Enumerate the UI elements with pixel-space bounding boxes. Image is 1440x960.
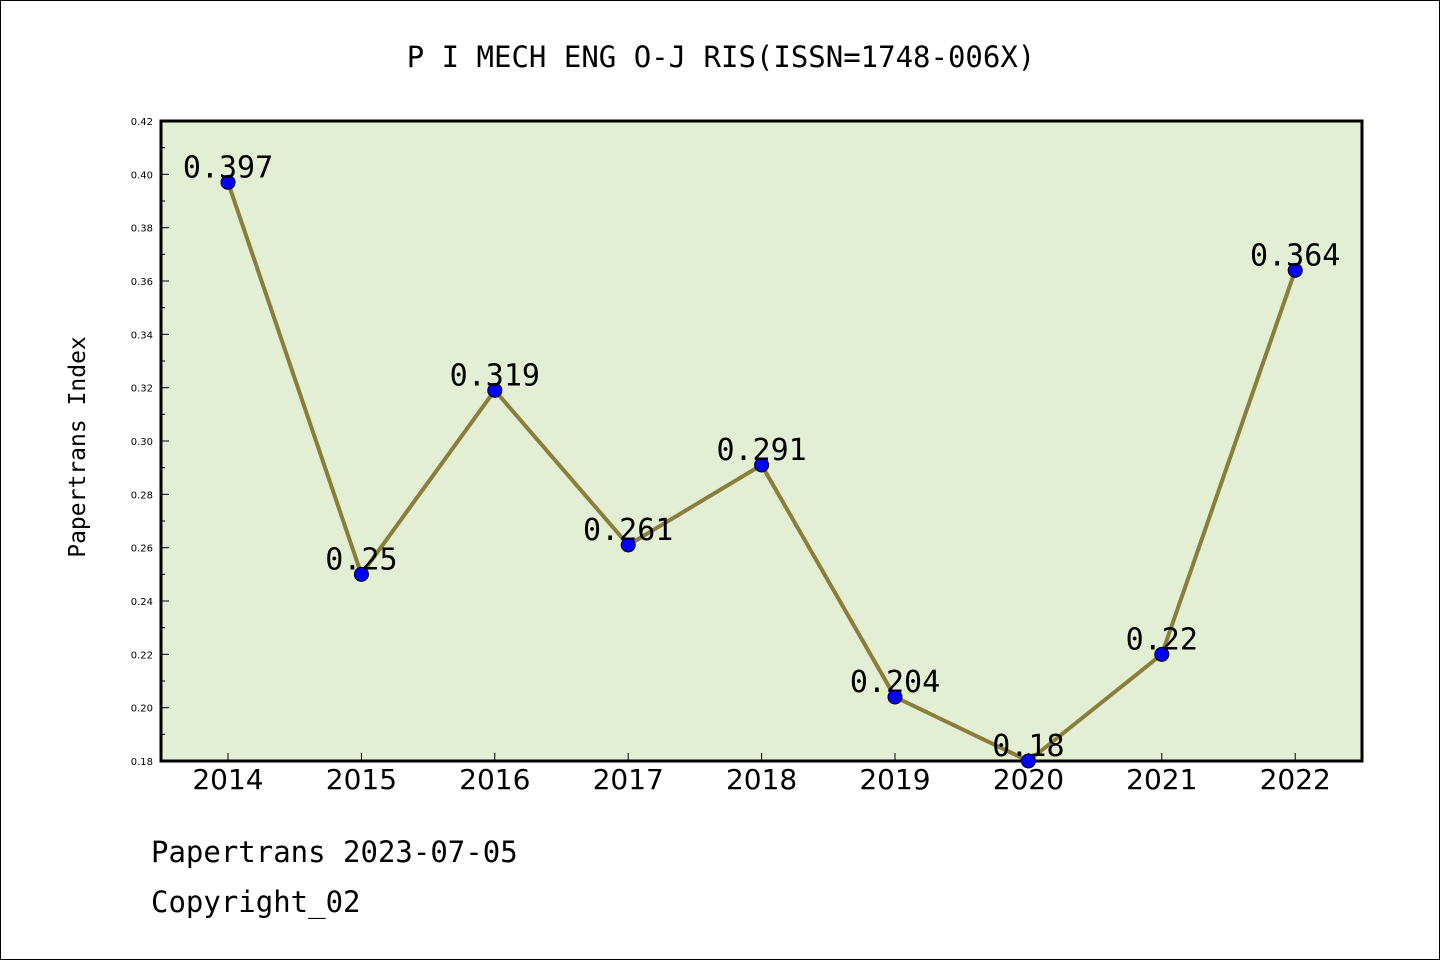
x-tick-label: 2015	[326, 763, 397, 796]
footer-date-text: Papertrans 2023-07-05	[151, 835, 518, 869]
data-label: 0.22	[1126, 622, 1198, 657]
data-label: 0.364	[1250, 238, 1340, 273]
data-label: 0.204	[850, 665, 940, 700]
y-axis-label: Papertrans Index	[65, 336, 91, 558]
data-label: 0.319	[450, 358, 540, 393]
x-tick-label: 2019	[859, 763, 930, 796]
x-tick-label: 2022	[1260, 763, 1331, 796]
chart-title: P I MECH ENG O-J RIS(ISSN=1748-006X)	[407, 40, 1036, 74]
data-point-marker	[620, 537, 636, 553]
x-tick-label: 2021	[1126, 763, 1197, 796]
series-layer: 0.397 0.25 0.319 0.261 0.291 0.204 0.18 0.22 0.3…	[183, 150, 1340, 769]
footer-copyright-text: Copyright_02	[151, 885, 361, 919]
data-point-marker	[887, 689, 903, 705]
data-label: 0.18	[992, 729, 1064, 764]
x-tick-label: 2016	[459, 763, 530, 796]
x-axis: 2014 2015 2016 2017 2018 2019 2020 2021 2022	[192, 753, 1331, 796]
y-tick-label: 0.24	[131, 597, 153, 608]
data-point-marker	[1020, 753, 1036, 769]
data-label: 0.261	[583, 513, 673, 548]
y-tick-label: 0.40	[131, 170, 153, 181]
y-tick-label: 0.42	[131, 117, 153, 128]
y-tick-label: 0.28	[131, 490, 153, 501]
y-tick-label: 0.26	[131, 544, 153, 555]
data-label: 0.25	[325, 542, 397, 577]
data-point-marker	[1287, 262, 1303, 278]
x-tick-label: 2017	[593, 763, 664, 796]
data-point-marker	[754, 457, 770, 473]
y-tick-label: 0.32	[131, 384, 153, 395]
y-tick-label: 0.18	[131, 757, 153, 768]
y-tick-label: 0.36	[131, 277, 153, 288]
y-axis: 0.18 0.20 0.22 0.24 0.26 0.28 0.30 0.32 0.34 0.36…	[131, 117, 169, 768]
data-point-marker	[220, 174, 236, 190]
data-label: 0.291	[716, 433, 806, 468]
y-tick-label: 0.20	[131, 704, 153, 715]
data-point-marker	[1154, 646, 1170, 662]
data-point-marker	[353, 566, 369, 582]
y-tick-label: 0.30	[131, 437, 153, 448]
data-point-marker	[487, 382, 503, 398]
y-tick-label: 0.22	[131, 650, 153, 661]
x-tick-label: 2018	[726, 763, 797, 796]
y-tick-label: 0.38	[131, 224, 153, 235]
y-tick-label: 0.34	[131, 330, 153, 341]
data-label: 0.397	[183, 150, 273, 185]
x-tick-label: 2014	[192, 763, 263, 796]
